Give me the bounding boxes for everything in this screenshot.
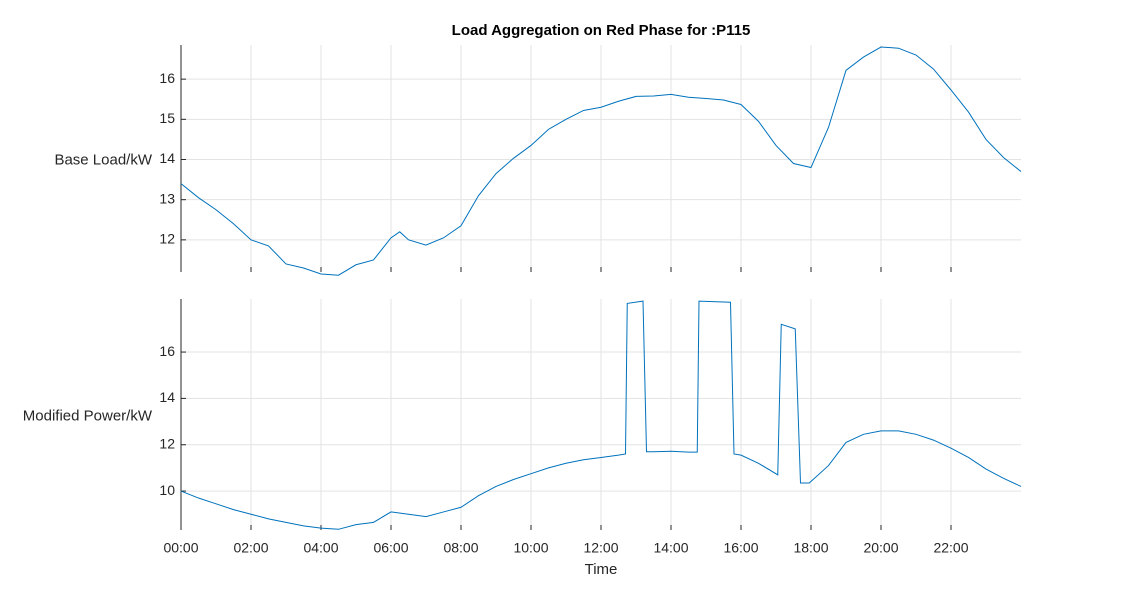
x-tick-label: 02:00 <box>233 540 268 556</box>
x-tick-label: 12:00 <box>583 540 618 556</box>
chart-title: Load Aggregation on Red Phase for :P115 <box>452 22 751 39</box>
x-tick-label: 00:00 <box>163 540 198 556</box>
y-axis-label: Modified Power/kW <box>23 407 153 424</box>
x-tick-label: 08:00 <box>443 540 478 556</box>
data-line <box>180 300 1022 530</box>
y-tick-label: 14 <box>159 150 175 166</box>
y-tick-label: 10 <box>159 482 175 498</box>
y-tick-label: 16 <box>159 343 175 359</box>
y-tick-label: 15 <box>159 110 175 126</box>
x-axis-label: Time <box>585 561 618 578</box>
x-tick-label: 22:00 <box>933 540 968 556</box>
y-tick-label: 12 <box>159 435 175 451</box>
x-tick-label: 20:00 <box>863 540 898 556</box>
y-tick-label: 13 <box>159 190 175 206</box>
x-tick-label: 16:00 <box>723 540 758 556</box>
x-tick-label: 06:00 <box>373 540 408 556</box>
x-tick-label: 04:00 <box>303 540 338 556</box>
y-tick-label: 16 <box>159 70 175 86</box>
x-tick-label: 14:00 <box>653 540 688 556</box>
data-line <box>180 46 1022 276</box>
x-tick-label: 10:00 <box>513 540 548 556</box>
y-tick-label: 12 <box>159 231 175 247</box>
y-tick-label: 14 <box>159 389 175 405</box>
y-axis-label: Base Load/kW <box>54 151 152 168</box>
x-tick-label: 18:00 <box>793 540 828 556</box>
